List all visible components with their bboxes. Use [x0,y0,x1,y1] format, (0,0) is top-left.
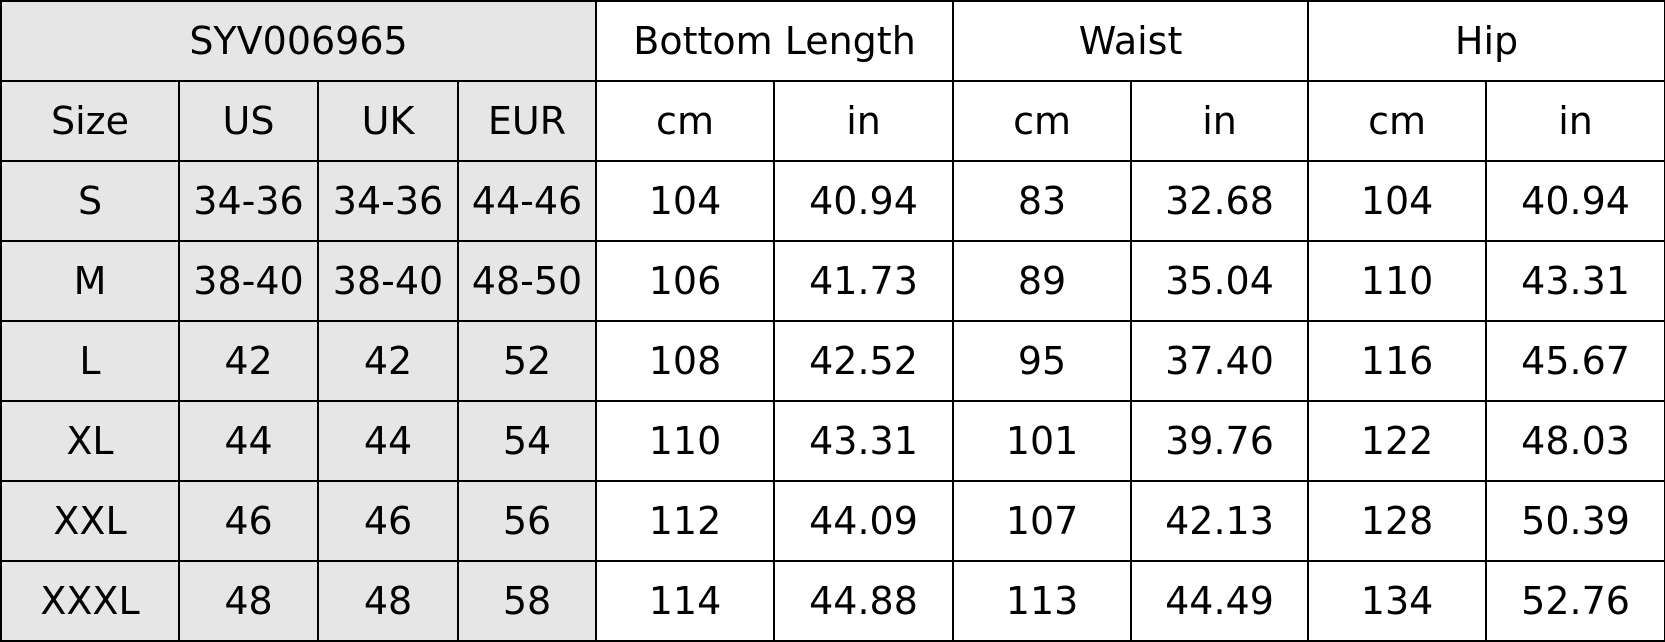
table-cell: 110 [1307,240,1488,322]
column-header: US [178,80,319,162]
table-cell: 101 [952,400,1133,482]
table-cell: 134 [1307,560,1488,642]
table-row: XXXL 48 48 58 114 44.88 113 44.49 134 52.76 [0,560,1665,642]
table-cell: S [0,160,180,242]
column-header: Size [0,80,180,162]
table-cell: XXL [0,480,180,562]
table-cell: XXXL [0,560,180,642]
group-bottom-length: Bottom Length [595,0,955,82]
table-cell: 128 [1307,480,1488,562]
column-header: UK [317,80,459,162]
column-header: in [773,80,955,162]
table-cell: 32.68 [1130,160,1310,242]
table-cell: 44.09 [773,480,955,562]
table-row: XL 44 44 54 110 43.31 101 39.76 122 48.03 [0,400,1665,482]
table-cell: 107 [952,480,1133,562]
table-cell: 38-40 [317,240,459,322]
table-cell: 44-46 [456,160,598,242]
table-cell: 58 [456,560,598,642]
table-row: L 42 42 52 108 42.52 95 37.40 116 45.67 [0,320,1665,402]
table-cell: 44 [178,400,319,482]
table-cell: 44.49 [1130,560,1310,642]
table-cell: 95 [952,320,1133,402]
table-cell: 113 [952,560,1133,642]
style-code: SYV006965 [0,0,598,82]
table-cell: 38-40 [178,240,319,322]
column-header: in [1130,80,1310,162]
column-header: cm [952,80,1133,162]
table-cell: 54 [456,400,598,482]
table-cell: 48.03 [1485,400,1665,482]
table-cell: M [0,240,180,322]
table-cell: 35.04 [1130,240,1310,322]
table-cell: 52 [456,320,598,402]
table-cell: 114 [595,560,776,642]
column-header: cm [1307,80,1488,162]
column-header: in [1485,80,1665,162]
table-row: M 38-40 38-40 48-50 106 41.73 89 35.04 110 43.31 [0,240,1665,322]
column-header: cm [595,80,776,162]
table-cell: 34-36 [178,160,319,242]
group-hip: Hip [1307,0,1665,82]
table-cell: 56 [456,480,598,562]
table-cell: 48 [178,560,319,642]
table-cell: 108 [595,320,776,402]
table-cell: 46 [317,480,459,562]
column-header: EUR [456,80,598,162]
table-cell: 83 [952,160,1133,242]
table-cell: XL [0,400,180,482]
table-cell: 44 [317,400,459,482]
table-cell: 110 [595,400,776,482]
table-cell: 106 [595,240,776,322]
table-cell: 34-36 [317,160,459,242]
table-cell: 42 [317,320,459,402]
table-cell: 39.76 [1130,400,1310,482]
table-cell: 40.94 [1485,160,1665,242]
table-cell: 46 [178,480,319,562]
table-cell: 43.31 [1485,240,1665,322]
table-cell: 44.88 [773,560,955,642]
table-cell: 122 [1307,400,1488,482]
table-cell: 52.76 [1485,560,1665,642]
table-cell: 48 [317,560,459,642]
table-row: XXL 46 46 56 112 44.09 107 42.13 128 50.39 [0,480,1665,562]
table-cell: L [0,320,180,402]
group-header-row: SYV006965 Bottom Length Waist Hip [0,0,1665,82]
table-cell: 42.13 [1130,480,1310,562]
table-cell: 116 [1307,320,1488,402]
table-cell: 41.73 [773,240,955,322]
table-cell: 42 [178,320,319,402]
table-cell: 104 [595,160,776,242]
table-cell: 104 [1307,160,1488,242]
table-cell: 43.31 [773,400,955,482]
table-cell: 42.52 [773,320,955,402]
table-cell: 50.39 [1485,480,1665,562]
table-cell: 48-50 [456,240,598,322]
table-cell: 89 [952,240,1133,322]
table-cell: 40.94 [773,160,955,242]
group-waist: Waist [952,0,1310,82]
table-cell: 112 [595,480,776,562]
subheader-row: Size US UK EUR cm in cm in cm in [0,80,1665,162]
table-cell: 45.67 [1485,320,1665,402]
table-cell: 37.40 [1130,320,1310,402]
table-row: S 34-36 34-36 44-46 104 40.94 83 32.68 104 40.94 [0,160,1665,242]
